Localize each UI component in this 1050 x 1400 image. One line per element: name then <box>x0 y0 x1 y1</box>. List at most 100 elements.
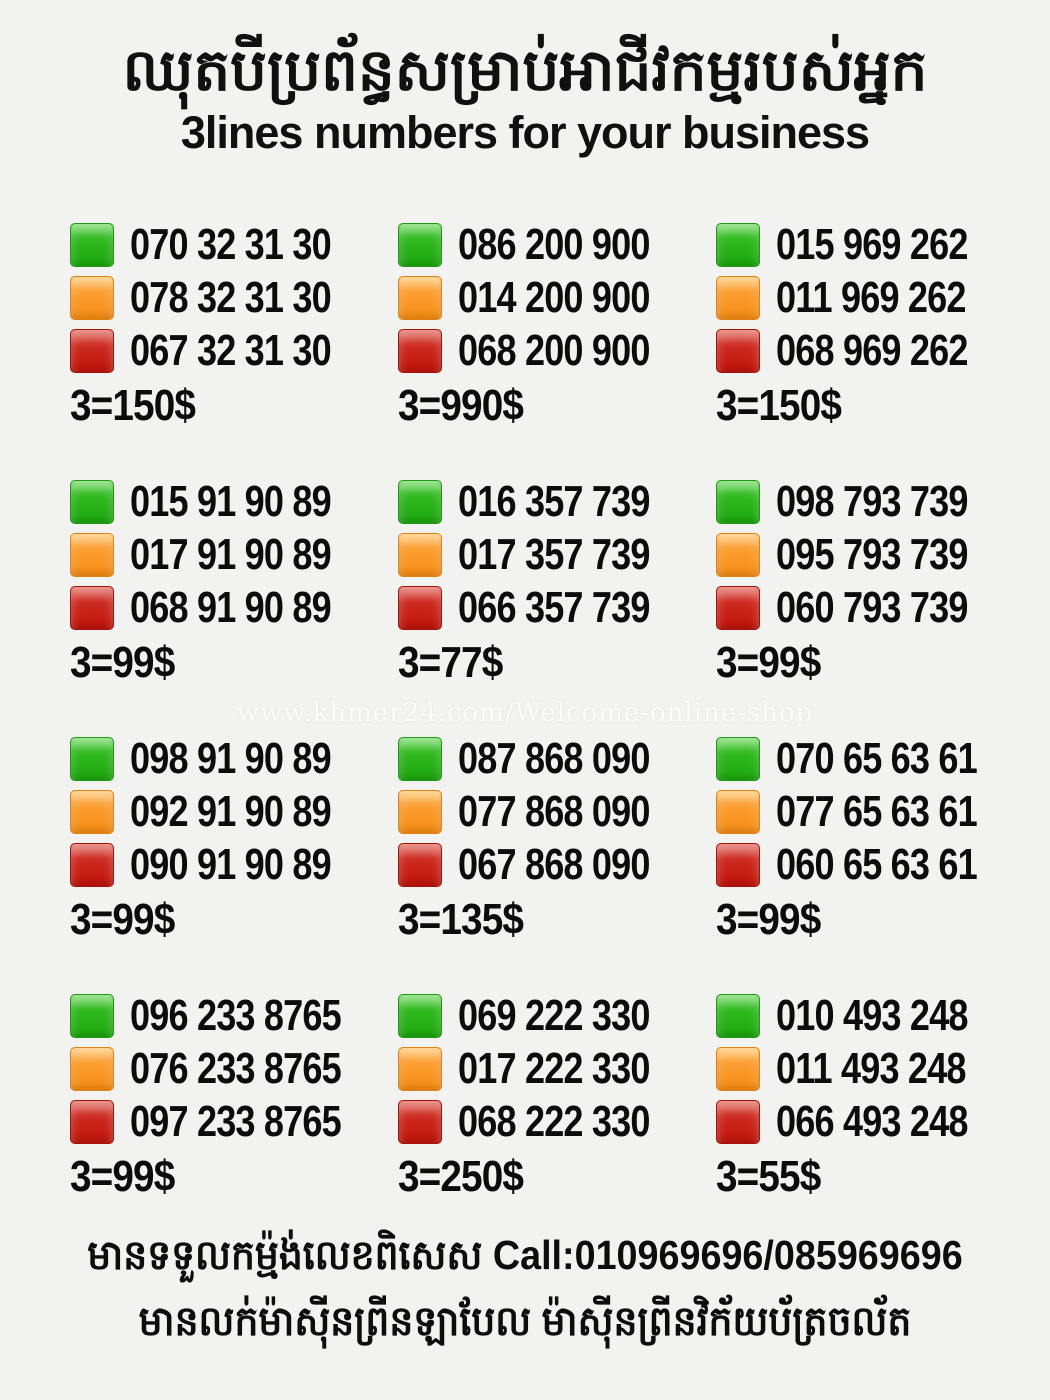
green-square-icon <box>70 993 114 1038</box>
number-line: 078 32 31 30 <box>70 271 398 324</box>
green-square-icon <box>716 993 760 1038</box>
number-line: 090 91 90 89 <box>70 838 398 891</box>
phone-number: 070 65 63 61 <box>776 733 978 783</box>
red-square-icon <box>398 328 442 373</box>
red-square-icon <box>398 1099 442 1144</box>
phone-number: 067 32 31 30 <box>130 325 332 375</box>
phone-number: 095 793 739 <box>776 529 968 579</box>
footer: មានទទួលកម្ម៉ង់លេខពិសេស Call:010969696/08… <box>0 1222 1050 1354</box>
phone-number: 097 233 8765 <box>130 1096 342 1146</box>
price-label: 3=250$ <box>398 1152 524 1201</box>
red-square-icon <box>398 585 442 630</box>
price-label: 3=150$ <box>716 381 842 430</box>
number-group: 015 91 90 89 017 91 90 89 068 91 90 89 3=99… <box>70 475 398 732</box>
number-group: 010 493 248 011 493 248 066 493 248 3=55$ <box>716 989 1021 1246</box>
price-label: 3=150$ <box>70 381 196 430</box>
number-group: 096 233 8765 076 233 8765 097 233 8765 3=99… <box>70 989 398 1246</box>
red-square-icon <box>716 1099 760 1144</box>
phone-number: 010 493 248 <box>776 990 968 1040</box>
number-line: 087 868 090 <box>398 732 716 785</box>
number-line: 066 493 248 <box>716 1095 1021 1148</box>
price-label: 3=135$ <box>398 895 524 944</box>
red-square-icon <box>716 585 760 630</box>
number-group: 070 32 31 30 078 32 31 30 067 32 31 30 3=15… <box>70 218 398 475</box>
phone-number: 069 222 330 <box>458 990 650 1040</box>
page-title-english: 3lines numbers for your business <box>180 106 870 158</box>
number-line: 060 65 63 61 <box>716 838 1021 891</box>
number-line: 098 793 739 <box>716 475 1021 528</box>
orange-square-icon <box>398 789 442 834</box>
price-label: 3=99$ <box>716 638 821 687</box>
number-line: 076 233 8765 <box>70 1042 398 1095</box>
green-square-icon <box>398 479 442 524</box>
green-square-icon <box>70 479 114 524</box>
phone-number: 011 969 262 <box>776 272 966 322</box>
number-line: 077 65 63 61 <box>716 785 1021 838</box>
number-line: 086 200 900 <box>398 218 716 271</box>
orange-square-icon <box>70 532 114 577</box>
number-line: 098 91 90 89 <box>70 732 398 785</box>
phone-number: 068 222 330 <box>458 1096 650 1146</box>
phone-number: 014 200 900 <box>458 272 650 322</box>
phone-number: 086 200 900 <box>458 219 650 269</box>
phone-number: 098 793 739 <box>776 476 968 526</box>
number-line: 095 793 739 <box>716 528 1021 581</box>
number-group: 086 200 900 014 200 900 068 200 900 3=990$ <box>398 218 716 475</box>
phone-number: 068 91 90 89 <box>130 582 332 632</box>
phone-number: 017 91 90 89 <box>130 529 332 579</box>
number-line: 068 91 90 89 <box>70 581 398 634</box>
red-square-icon <box>70 585 114 630</box>
number-group: 015 969 262 011 969 262 068 969 262 3=150$ <box>716 218 1021 475</box>
red-square-icon <box>398 842 442 887</box>
number-line: 069 222 330 <box>398 989 716 1042</box>
phone-number: 015 969 262 <box>776 219 968 269</box>
orange-square-icon <box>70 789 114 834</box>
green-square-icon <box>398 736 442 781</box>
price-label: 3=77$ <box>398 638 503 687</box>
number-line: 096 233 8765 <box>70 989 398 1042</box>
orange-square-icon <box>398 275 442 320</box>
orange-square-icon <box>716 275 760 320</box>
red-square-icon <box>716 842 760 887</box>
green-square-icon <box>716 479 760 524</box>
number-line: 011 493 248 <box>716 1042 1021 1095</box>
number-line: 017 222 330 <box>398 1042 716 1095</box>
phone-number: 067 868 090 <box>458 839 650 889</box>
number-grid: 070 32 31 30 078 32 31 30 067 32 31 30 3=15… <box>70 218 1021 1246</box>
number-line: 014 200 900 <box>398 271 716 324</box>
phone-number: 017 357 739 <box>458 529 650 579</box>
green-square-icon <box>70 222 114 267</box>
green-square-icon <box>716 222 760 267</box>
phone-number: 015 91 90 89 <box>130 476 332 526</box>
red-square-icon <box>70 842 114 887</box>
phone-number: 077 65 63 61 <box>776 786 978 836</box>
footer-line1: មានទទួលកម្ម៉ង់លេខពិសេស Call:010969696/08… <box>42 1222 1008 1288</box>
number-line: 068 200 900 <box>398 324 716 377</box>
red-square-icon <box>716 328 760 373</box>
phone-number: 070 32 31 30 <box>130 219 332 269</box>
phone-number: 090 91 90 89 <box>130 839 332 889</box>
number-line: 010 493 248 <box>716 989 1021 1042</box>
number-group: 098 91 90 89 092 91 90 89 090 91 90 89 3=99… <box>70 732 398 989</box>
number-line: 060 793 739 <box>716 581 1021 634</box>
number-line: 068 969 262 <box>716 324 1021 377</box>
number-group: 016 357 739 017 357 739 066 357 739 3=77$ <box>398 475 716 732</box>
page-title-khmer: ឈុតបីប្រព័ន្ធសម្រាប់អាជីវកម្មរបស់អ្នក <box>122 38 928 103</box>
phone-number: 011 493 248 <box>776 1043 966 1093</box>
price-label: 3=99$ <box>70 1152 175 1201</box>
orange-square-icon <box>716 789 760 834</box>
number-line: 066 357 739 <box>398 581 716 634</box>
phone-number: 096 233 8765 <box>130 990 342 1040</box>
number-line: 067 32 31 30 <box>70 324 398 377</box>
number-group: 070 65 63 61 077 65 63 61 060 65 63 61 3=99… <box>716 732 1021 989</box>
price-label: 3=99$ <box>716 895 821 944</box>
footer-line2: មានលក់ម៉ាស៊ីនព្រីនឡាបែល ម៉ាស៊ីនព្រីនវិក័… <box>138 1298 912 1344</box>
phone-number: 066 357 739 <box>458 582 650 632</box>
footer-khmer-order-text: មានទទួលកម្ម៉ង់លេខពិសេស <box>87 1232 483 1278</box>
number-line: 067 868 090 <box>398 838 716 891</box>
phone-number: 068 969 262 <box>776 325 968 375</box>
orange-square-icon <box>716 532 760 577</box>
number-group: 098 793 739 095 793 739 060 793 739 3=99$ <box>716 475 1021 732</box>
phone-number: 017 222 330 <box>458 1043 650 1093</box>
phone-number: 016 357 739 <box>458 476 650 526</box>
